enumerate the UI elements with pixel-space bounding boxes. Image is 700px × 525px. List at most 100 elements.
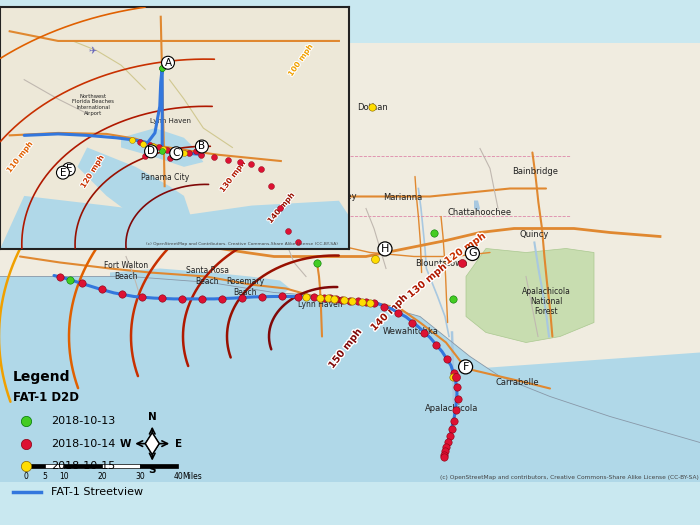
Text: Bainbridge: Bainbridge <box>512 167 558 176</box>
Text: 20: 20 <box>97 472 107 481</box>
Polygon shape <box>110 268 290 297</box>
Point <box>447 295 458 303</box>
Text: 100 mph: 100 mph <box>260 107 305 142</box>
Text: D: D <box>147 146 155 156</box>
Text: 140 mph: 140 mph <box>265 191 296 225</box>
Text: Miles: Miles <box>183 472 202 481</box>
Polygon shape <box>0 196 349 249</box>
Text: N: N <box>148 412 157 422</box>
Point <box>157 64 168 72</box>
Text: Quincy: Quincy <box>519 230 549 239</box>
Point <box>452 383 463 391</box>
Point <box>352 297 363 306</box>
Text: Lynn Haven: Lynn Haven <box>298 300 343 309</box>
Point <box>148 142 159 151</box>
Point <box>158 145 169 154</box>
Text: A: A <box>164 58 172 68</box>
Point <box>135 138 146 146</box>
Point <box>440 447 451 456</box>
Text: Apalachicola
National
Forest: Apalachicola National Forest <box>522 287 570 317</box>
Text: Santa Rosa
Beach: Santa Rosa Beach <box>186 266 228 286</box>
Point <box>451 406 462 415</box>
Point <box>209 153 220 161</box>
Polygon shape <box>146 433 159 455</box>
Text: 10: 10 <box>60 472 69 481</box>
Point <box>144 141 155 149</box>
Text: FAT-1 Streetview: FAT-1 Streetview <box>50 487 143 497</box>
Text: Fort Walton
Beach: Fort Walton Beach <box>104 261 148 280</box>
Text: B: B <box>198 142 206 152</box>
Point <box>428 229 440 238</box>
Polygon shape <box>440 383 474 436</box>
Text: Carrabelle: Carrabelle <box>496 377 540 386</box>
Point <box>447 425 458 433</box>
Point <box>330 295 342 303</box>
Point <box>360 298 372 306</box>
Point <box>139 152 151 160</box>
Point <box>337 296 348 304</box>
Point <box>57 170 69 178</box>
Polygon shape <box>121 128 203 167</box>
Text: Panama City: Panama City <box>141 173 190 182</box>
Point <box>442 355 453 363</box>
Text: 150 mph: 150 mph <box>326 327 363 371</box>
Point <box>324 295 335 303</box>
Text: W: W <box>120 438 131 449</box>
Text: E: E <box>60 167 66 177</box>
Point <box>370 255 381 263</box>
Text: Marianna: Marianna <box>384 193 423 202</box>
Text: Chattahoochee: Chattahoochee <box>447 207 512 217</box>
Point <box>444 432 456 440</box>
Point <box>450 373 461 381</box>
Text: Wewahitchka: Wewahitchka <box>382 327 438 336</box>
Point <box>443 438 454 446</box>
Point <box>441 443 452 452</box>
Text: Chipley: Chipley <box>326 192 358 201</box>
Text: 2018-10-14: 2018-10-14 <box>50 439 115 449</box>
Point <box>126 136 137 144</box>
Point <box>176 295 188 303</box>
Point <box>171 148 182 156</box>
Polygon shape <box>474 201 480 211</box>
Point <box>265 182 276 191</box>
Point <box>328 295 339 303</box>
Polygon shape <box>420 352 700 463</box>
Point <box>419 329 430 337</box>
Point <box>164 154 176 162</box>
Text: FAT-1 D2D: FAT-1 D2D <box>13 391 79 404</box>
Point <box>300 293 312 301</box>
Point <box>356 298 368 306</box>
Point <box>157 64 168 72</box>
Point <box>344 297 356 305</box>
Point <box>20 440 31 448</box>
Point <box>430 341 442 349</box>
Point <box>234 158 245 166</box>
Point <box>216 295 228 303</box>
Point <box>283 227 294 235</box>
Point <box>393 309 404 318</box>
Bar <box>140 464 178 468</box>
Point <box>312 259 323 268</box>
Point <box>197 295 208 303</box>
Polygon shape <box>286 297 326 329</box>
Text: Legend: Legend <box>13 370 71 384</box>
Point <box>452 395 463 403</box>
Point <box>157 147 168 155</box>
Point <box>20 417 31 426</box>
Text: Rosemary
Beach: Rosemary Beach <box>226 277 264 297</box>
Text: Apalachicola: Apalachicola <box>425 404 478 413</box>
Point <box>156 295 167 303</box>
Point <box>190 147 202 155</box>
Polygon shape <box>78 148 194 235</box>
Text: Blountstown: Blountstown <box>415 259 467 268</box>
Text: G: G <box>468 248 477 258</box>
Text: 5: 5 <box>43 472 48 481</box>
Bar <box>45 464 64 468</box>
Point <box>379 303 390 311</box>
Text: 130 mph: 130 mph <box>405 261 449 300</box>
Point <box>438 450 449 459</box>
Text: (c) OpenStreetMap and contributors, Creative Commons-Share Alike License (CC-BY-: (c) OpenStreetMap and contributors, Crea… <box>440 475 699 480</box>
Text: E: E <box>66 164 72 174</box>
Point <box>136 293 148 302</box>
Point <box>293 293 304 301</box>
